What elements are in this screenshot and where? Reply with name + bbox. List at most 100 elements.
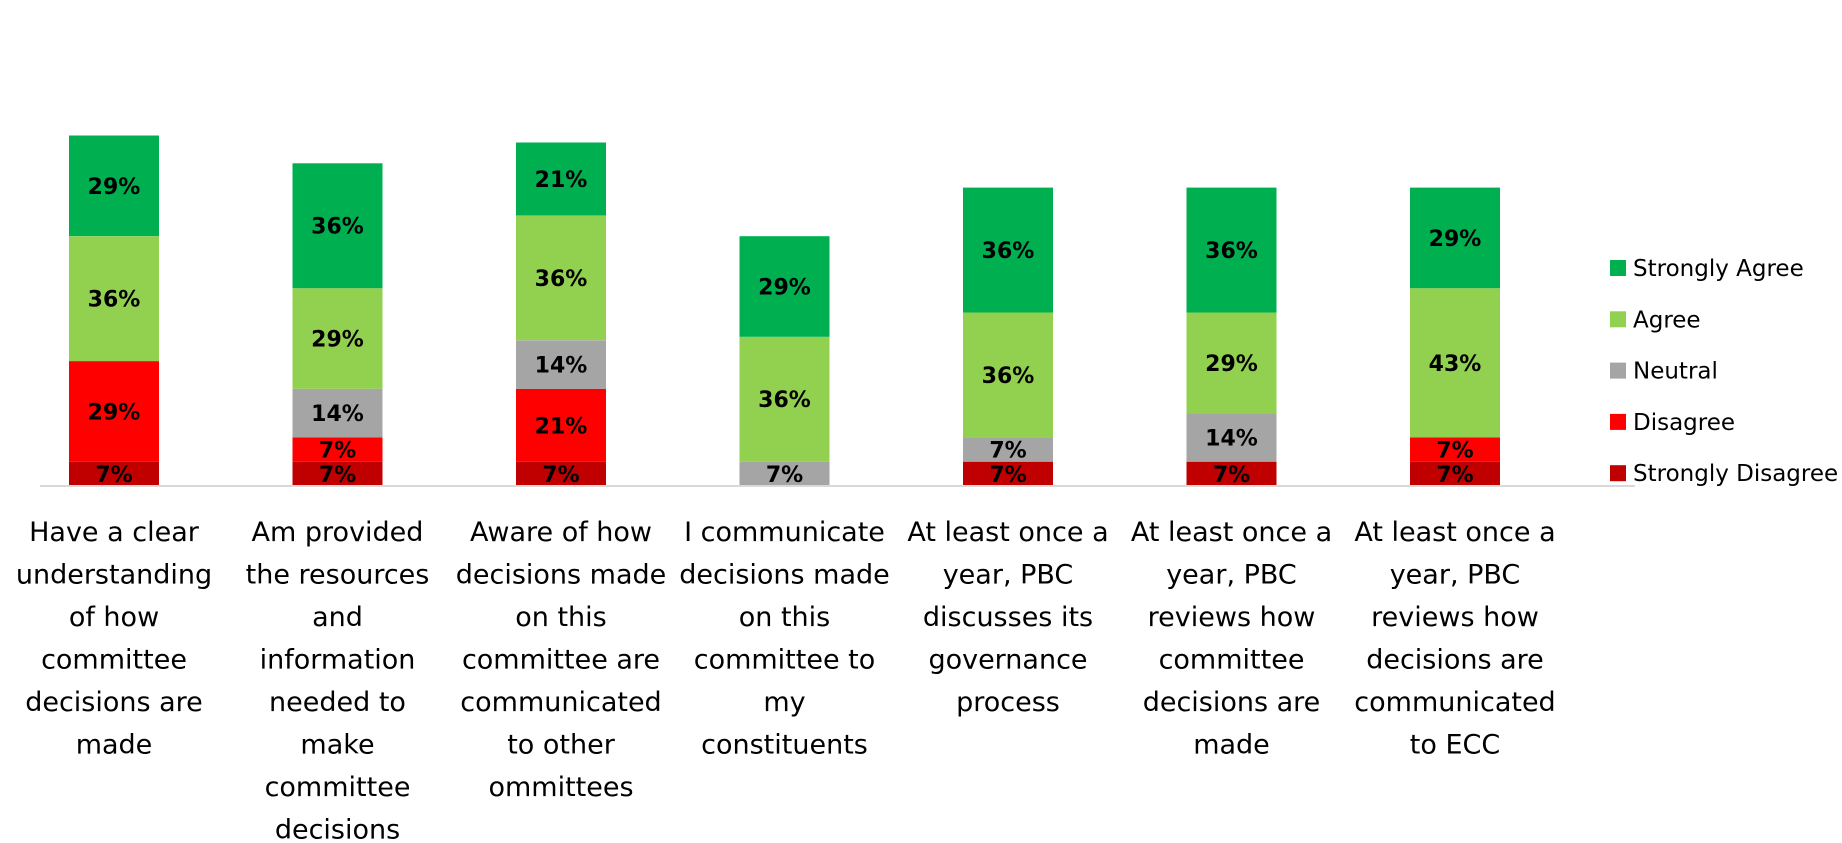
category-label-line: on this xyxy=(515,602,606,633)
data-label: 29% xyxy=(1205,352,1258,377)
category-label: At least once a year, PBC discusses its gov… xyxy=(907,517,1108,718)
data-label: 7% xyxy=(95,463,132,488)
category-label-line: decisions made xyxy=(679,560,890,591)
data-label: 36% xyxy=(311,215,364,240)
data-label: 43% xyxy=(1429,352,1482,377)
data-label: 7% xyxy=(319,439,356,464)
category-label-line: At least once a xyxy=(1131,517,1332,548)
category-label-line: committee xyxy=(1159,645,1305,676)
legend-label: Disagree xyxy=(1633,410,1735,436)
category-label-line: the resources xyxy=(246,560,430,591)
bar-segment xyxy=(739,236,830,337)
bar-segment xyxy=(963,312,1053,438)
category-label-line: understanding xyxy=(16,560,212,591)
legend-label: Neutral xyxy=(1633,359,1718,385)
data-label: 14% xyxy=(311,402,364,427)
bar-segment xyxy=(516,388,606,462)
category-label-line: decisions are xyxy=(1366,645,1544,676)
bar-segment xyxy=(1186,413,1277,462)
bar-segment xyxy=(739,336,830,462)
legend-swatch xyxy=(1610,362,1626,379)
bar-segment xyxy=(292,461,383,486)
bar-segment xyxy=(1410,187,1500,289)
category-label-line: made xyxy=(1193,730,1270,761)
data-label: 14% xyxy=(535,354,588,379)
data-label: 7% xyxy=(319,463,356,488)
data-label: 7% xyxy=(1213,463,1250,488)
legend-item: Strongly Disagree xyxy=(1610,461,1838,487)
category-label-line: committee are xyxy=(462,645,660,676)
data-label: 36% xyxy=(758,388,811,413)
category-label-line: to ECC xyxy=(1410,730,1500,761)
category-label-line: reviews how xyxy=(1148,602,1316,633)
category-label-line: to other xyxy=(507,730,616,761)
category-label: At least once a year, PBC reviews how decis… xyxy=(1354,517,1555,761)
category-label-line: decisions are xyxy=(25,687,203,718)
category-label-line: process xyxy=(956,687,1060,718)
bar-segment xyxy=(516,142,606,216)
legend-item: Neutral xyxy=(1610,359,1718,385)
data-label: 36% xyxy=(1205,239,1258,264)
data-label: 29% xyxy=(1429,227,1482,252)
category-label-line: year, PBC xyxy=(1390,560,1521,591)
category-label-line: decisions made xyxy=(456,560,667,591)
legend-swatch xyxy=(1610,311,1626,328)
bar-segment xyxy=(292,288,383,389)
legend-item: Strongly Agree xyxy=(1610,256,1804,282)
category-label-line: committee xyxy=(265,772,411,803)
category-label-line: constituents xyxy=(701,730,868,761)
category-label-line: made xyxy=(76,730,153,761)
legend-item: Disagree xyxy=(1610,410,1735,436)
category-label-line: Am provided xyxy=(252,517,424,548)
data-label: 7% xyxy=(1436,463,1473,488)
bar-segment xyxy=(1410,288,1500,438)
category-label-line: At least once a xyxy=(1354,517,1555,548)
category-label: I communicate decisions made on this commit… xyxy=(679,517,890,761)
legend-label: Strongly Disagree xyxy=(1633,461,1838,487)
category-labels-layer: Have a clear understanding of how committee… xyxy=(16,517,1556,843)
data-label: 36% xyxy=(982,364,1035,389)
category-label-line: of how xyxy=(69,602,159,633)
category-label-line: Have a clear xyxy=(29,517,200,548)
bar-segment xyxy=(963,437,1053,462)
category-label-line: on this xyxy=(739,602,830,633)
data-label: 7% xyxy=(1436,439,1473,464)
category-label-line: governance xyxy=(928,645,1087,676)
bar-segment xyxy=(1186,312,1277,414)
data-label: 36% xyxy=(88,288,141,313)
category-label-line: committee xyxy=(41,645,187,676)
data-label: 29% xyxy=(88,175,141,200)
category-label-line: year, PBC xyxy=(1166,560,1297,591)
data-label: 29% xyxy=(758,276,811,301)
bar-segment xyxy=(292,163,383,289)
legend-swatch xyxy=(1610,465,1626,482)
bar-segment xyxy=(1410,437,1500,462)
category-label-line: year, PBC xyxy=(943,560,1074,591)
category-label-line: reviews how xyxy=(1371,602,1539,633)
bar-segment xyxy=(516,461,606,486)
category-label-line: At least once a xyxy=(907,517,1108,548)
bar-segment xyxy=(516,215,606,341)
bar-segment xyxy=(1410,461,1500,486)
legend-swatch xyxy=(1610,260,1626,276)
data-label: 7% xyxy=(766,463,803,488)
category-label-line: information xyxy=(260,645,416,676)
data-labels-layer: 7%29%36%29%7%7%14%29%36%7%21%14%36%21%7%… xyxy=(88,168,1482,488)
data-label: 29% xyxy=(311,328,364,353)
category-label: Am provided the resources and information ne… xyxy=(246,517,430,843)
category-label-line: make xyxy=(300,730,374,761)
data-label: 36% xyxy=(535,267,588,292)
category-label-line: decisions xyxy=(275,815,400,843)
bar-segment xyxy=(1186,187,1277,313)
legend: Strongly Agree Agree Neutral Disagree Strong… xyxy=(1610,256,1838,487)
data-label: 36% xyxy=(982,239,1035,264)
legend-swatch xyxy=(1610,413,1626,430)
bar-segment xyxy=(69,135,159,237)
bars-layer xyxy=(69,135,1500,486)
bar-segment xyxy=(292,388,383,438)
data-label: 14% xyxy=(1205,426,1258,451)
category-label-line: and xyxy=(312,602,363,633)
data-label: 21% xyxy=(535,414,588,439)
bar-segment xyxy=(69,236,159,362)
